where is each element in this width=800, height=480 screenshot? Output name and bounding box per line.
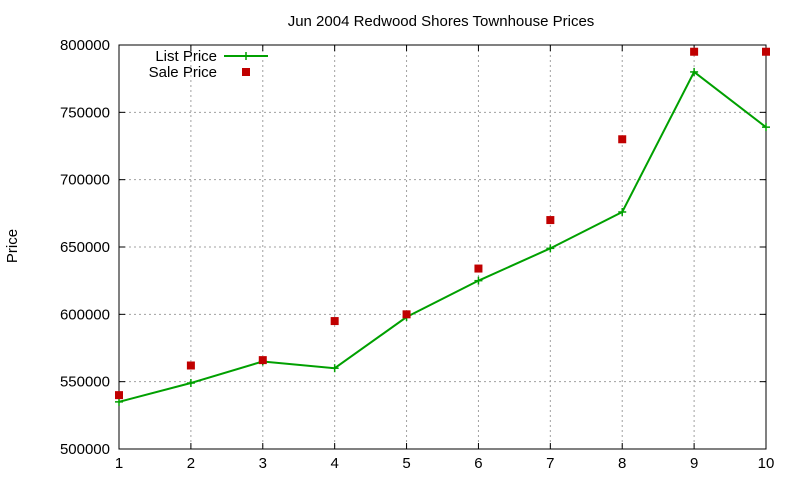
legend-label: Sale Price (149, 64, 217, 81)
x-tick-label: 7 (546, 455, 554, 472)
data-point-sale-price (330, 317, 339, 326)
data-point-list-price (115, 397, 123, 406)
x-tick-label: 1 (115, 455, 123, 472)
data-point-sale-price (690, 47, 699, 56)
series-line (118, 70, 767, 403)
data-point-list-price (690, 67, 699, 76)
data-point-sale-price (762, 47, 770, 56)
x-tick-label: 10 (758, 455, 775, 472)
data-point-list-price (330, 364, 339, 373)
data-point-sale-price (546, 216, 555, 225)
y-tick-label: 700000 (60, 172, 110, 189)
axes (118, 44, 767, 450)
series-1 (115, 47, 770, 400)
legend-label: List Price (155, 48, 217, 65)
series-0 (115, 67, 770, 406)
plot-frame (118, 44, 767, 450)
y-tick-label: 500000 (60, 441, 110, 458)
y-tick-label: 750000 (60, 104, 110, 121)
x-tick-label: 8 (618, 455, 626, 472)
data-point-sale-price (402, 310, 411, 319)
x-tick-label: 6 (474, 455, 482, 472)
data-point-sale-price (618, 135, 627, 144)
y-tick-label: 650000 (60, 239, 110, 256)
data-point-list-price (474, 276, 483, 285)
tick-labels: 1 2 3 4 5 6 7 8 9 10 500000 550000 600000 650000 70000… (60, 37, 774, 472)
data-point-list-price (186, 379, 195, 388)
data-point-list-price (618, 207, 627, 216)
legend-marker-square (242, 68, 250, 76)
data-point-sale-price (474, 264, 483, 273)
y-tick-label: 800000 (60, 37, 110, 54)
chart-title: Jun 2004 Redwood Shores Townhouse Prices (288, 13, 595, 30)
data-point-list-price (546, 244, 555, 253)
y-axis-label: Price (4, 229, 21, 263)
legend-marker-cross (242, 52, 250, 60)
series-marks (115, 47, 770, 406)
y-tick-label: 550000 (60, 374, 110, 391)
data-point-sale-price (115, 391, 123, 400)
x-tick-label: 4 (330, 455, 338, 472)
x-tick-label: 3 (259, 455, 267, 472)
data-point-sale-price (186, 361, 195, 370)
y-tick-label: 600000 (60, 306, 110, 323)
grid-lines (119, 45, 766, 449)
data-point-sale-price (258, 356, 267, 365)
x-tick-label: 2 (187, 455, 195, 472)
x-tick-label: 5 (402, 455, 410, 472)
x-tick-label: 9 (690, 455, 698, 472)
data-point-list-price (762, 123, 770, 132)
